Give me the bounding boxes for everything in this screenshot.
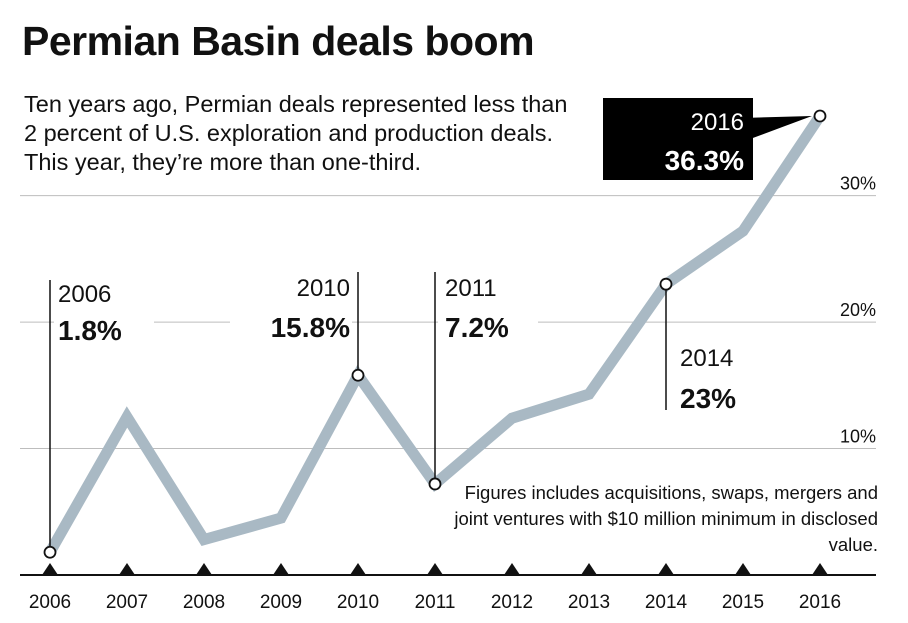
x-tick-mark [350, 563, 366, 575]
data-point-marker [428, 477, 442, 491]
x-tick-mark [812, 563, 828, 575]
label-background [676, 340, 772, 418]
annotation-year: 2006 [58, 281, 111, 308]
chart-title: Permian Basin deals boom [22, 18, 535, 64]
x-tick-label: 2006 [29, 592, 71, 613]
annotation-year: 2011 [445, 275, 497, 302]
x-tick-label: 2008 [183, 592, 225, 613]
x-tick-label: 2015 [722, 592, 764, 613]
x-tick-mark [42, 563, 58, 575]
annotation-year: 2010 [297, 275, 350, 302]
x-tick-label: 2011 [415, 592, 456, 613]
x-tick-mark [196, 563, 212, 575]
annotation-value: 23% [680, 383, 736, 414]
callout-box [603, 98, 753, 180]
x-tick-label: 2014 [645, 592, 688, 613]
x-tick-label: 2013 [568, 592, 610, 613]
annotation-year: 2016 [691, 109, 744, 136]
x-tick-mark [119, 563, 135, 575]
x-tick-mark [273, 563, 289, 575]
x-tick-mark [581, 563, 597, 575]
annotation-value: 15.8% [271, 312, 350, 343]
label-background [230, 272, 352, 344]
callout-pointer [742, 116, 812, 142]
gridline-label: 20% [840, 300, 876, 320]
data-point-marker [659, 277, 673, 291]
data-point-marker [43, 545, 57, 559]
annotation-value: 1.8% [58, 315, 122, 346]
annotation-value: 7.2% [445, 312, 509, 343]
data-point-marker [351, 368, 365, 382]
data-point-marker [813, 109, 827, 123]
annotation-value: 36.3% [665, 145, 744, 176]
x-tick-label: 2009 [260, 592, 302, 613]
gridline-label: 10% [840, 427, 876, 447]
x-tick-label: 2016 [799, 592, 841, 613]
label-background [438, 272, 538, 344]
chart-footnote: Figures includes acquisitions, swaps, me… [454, 482, 878, 555]
x-tick-label: 2010 [337, 592, 379, 613]
gridline-label: 30% [840, 174, 876, 194]
x-tick-mark [427, 563, 443, 575]
annotation-year: 2014 [680, 345, 733, 372]
x-tick-mark [504, 563, 520, 575]
x-tick-label: 2012 [491, 592, 533, 613]
x-tick-label: 2007 [106, 592, 148, 613]
chart-subtitle: Ten years ago, Permian deals represented… [24, 91, 568, 175]
x-tick-mark [735, 563, 751, 575]
label-background [54, 280, 154, 350]
x-tick-mark [658, 563, 674, 575]
